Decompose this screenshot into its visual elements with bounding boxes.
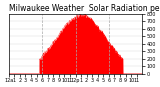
Text: Milwaukee Weather  Solar Radiation per Minute W/m²  (Last 24 Hours): Milwaukee Weather Solar Radiation per Mi… [9, 4, 160, 13]
